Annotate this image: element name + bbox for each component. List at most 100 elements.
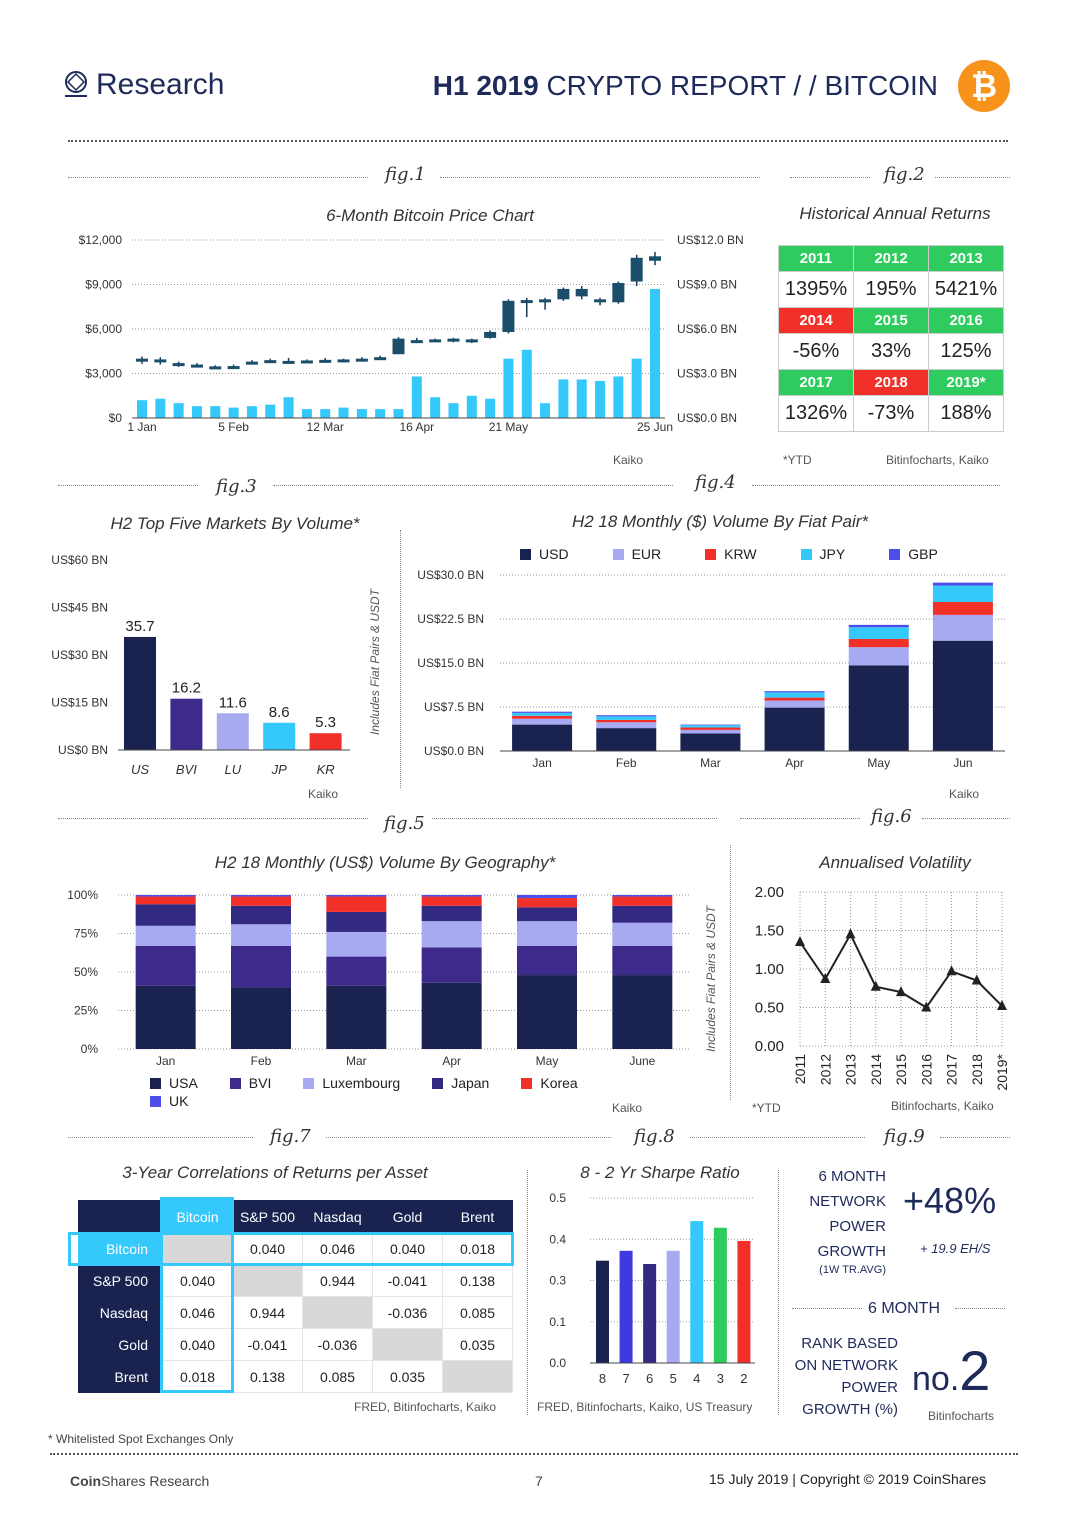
fig3-left-rule bbox=[58, 485, 198, 486]
volume-bar bbox=[265, 404, 276, 418]
bitcoin-icon: ₿ bbox=[958, 60, 1010, 112]
corr-cell: 0.138 bbox=[442, 1264, 513, 1297]
y-tick-label: US$22.5 BN bbox=[417, 612, 484, 626]
y-tick-label: 2.00 bbox=[755, 884, 784, 901]
volume-bar bbox=[246, 406, 257, 418]
candle-body bbox=[319, 359, 332, 363]
stack-segment bbox=[848, 627, 909, 639]
x-tick-label: 2011 bbox=[792, 1054, 808, 1084]
candle-body bbox=[502, 300, 515, 332]
rank-number: 2 bbox=[959, 1339, 991, 1402]
stack-segment bbox=[135, 945, 196, 986]
fig5-chart: 0% 25% 50% 75% 100% Jan Feb Mar Apr May June bbox=[67, 888, 690, 1068]
label1-line4: GROWTH bbox=[817, 1243, 886, 1260]
fig7-right-rule bbox=[326, 1137, 611, 1138]
legend-swatch bbox=[229, 1078, 241, 1089]
fig1-label: fig.1 bbox=[385, 164, 426, 185]
stack-segment bbox=[512, 715, 573, 719]
stack-segment bbox=[848, 624, 909, 628]
corr-cell: 0.040 bbox=[162, 1264, 233, 1297]
candle-body bbox=[410, 340, 423, 344]
stack-segment bbox=[932, 601, 993, 615]
stack-segment bbox=[231, 905, 291, 925]
stack-segment bbox=[326, 895, 387, 897]
fig2-title: Historical Annual Returns bbox=[799, 204, 991, 223]
market-bar bbox=[170, 698, 203, 750]
market-bar bbox=[263, 722, 296, 750]
corr-cell bbox=[372, 1328, 443, 1361]
candle-body bbox=[355, 358, 368, 362]
return-value-cell: -56% bbox=[778, 333, 854, 370]
fig3-right-rule bbox=[273, 485, 673, 486]
return-year-cell: 2012 bbox=[853, 245, 929, 272]
returns-year-row: 2014 2015 2016 bbox=[778, 307, 1004, 334]
corr-cell bbox=[232, 1264, 303, 1297]
fig3-chart: US$0 BN US$15 BN US$30 BN US$45 BN US$60 BN 3… bbox=[51, 553, 350, 777]
stack-segment bbox=[596, 715, 657, 717]
legend-item: JPY bbox=[800, 546, 845, 562]
corr-column-header: Nasdaq bbox=[302, 1200, 373, 1233]
fig4-source: Kaiko bbox=[949, 787, 980, 801]
corr-cell: 0.018 bbox=[162, 1360, 233, 1393]
returns-value-row: 1395% 195% 5421% bbox=[778, 271, 1004, 308]
stack-segment bbox=[848, 638, 909, 648]
fig6-left-rule bbox=[740, 818, 860, 819]
candle-body bbox=[447, 338, 460, 342]
x-tick-label: 25 Jun bbox=[637, 420, 673, 434]
candle-body bbox=[484, 331, 497, 338]
stack-segment bbox=[231, 896, 291, 906]
corr-cell: 0.035 bbox=[372, 1360, 443, 1393]
candle-body bbox=[154, 359, 167, 363]
fig9-heading2: 6 MONTH bbox=[868, 1300, 940, 1317]
y-right-tick-label: US$9.0 BN bbox=[677, 278, 737, 292]
volume-bar bbox=[485, 398, 496, 418]
corr-cell: 0.138 bbox=[232, 1360, 303, 1393]
fig6-right-rule bbox=[922, 818, 1010, 819]
fig8-title: 8 - 2 Yr Sharpe Ratio bbox=[580, 1163, 740, 1182]
sharpe-bar bbox=[690, 1221, 704, 1363]
y-tick-label: 0.3 bbox=[549, 1274, 566, 1288]
volume-bar bbox=[155, 398, 166, 418]
fig4-right-rule bbox=[752, 485, 1000, 486]
report-title: H1 2019 CRYPTO REPORT / / BITCOIN bbox=[433, 70, 938, 102]
corr-column-header: Bitcoin bbox=[162, 1200, 233, 1233]
return-year-cell: 2017 bbox=[778, 369, 854, 396]
x-tick-label: Apr bbox=[442, 1054, 461, 1068]
corr-cell: 0.085 bbox=[302, 1360, 373, 1393]
label1-line3: POWER bbox=[829, 1218, 886, 1235]
label2-line4: GROWTH (%) bbox=[802, 1401, 898, 1418]
fig8-left-rule bbox=[527, 1170, 528, 1415]
fig6-note: *YTD bbox=[752, 1101, 781, 1115]
corr-row-header: Gold bbox=[78, 1328, 163, 1361]
fig1-source: Kaiko bbox=[613, 453, 644, 467]
corr-row: Gold 0.040 -0.041 -0.036 0.035 bbox=[78, 1328, 513, 1361]
legend-label: BVI bbox=[248, 1075, 272, 1091]
corr-cell: 0.040 bbox=[372, 1232, 443, 1265]
legend-swatch bbox=[612, 549, 624, 560]
volume-bar bbox=[375, 409, 386, 418]
footer-brand-bold: Coin bbox=[70, 1473, 102, 1489]
fig5-right-rule bbox=[432, 818, 717, 819]
candle-body bbox=[300, 360, 313, 364]
data-point-marker bbox=[820, 973, 831, 984]
label1-sub: (1W TR.AVG) bbox=[819, 1264, 886, 1276]
network-growth-sub: + 19.9 EH/S bbox=[920, 1241, 991, 1256]
corr-cell: 0.085 bbox=[442, 1296, 513, 1329]
x-tick-label: 2016 bbox=[918, 1054, 934, 1085]
stack-segment bbox=[596, 722, 657, 729]
volume-bar bbox=[631, 358, 642, 418]
footer-divider bbox=[50, 1453, 1018, 1455]
corr-cell: 0.046 bbox=[162, 1296, 233, 1329]
x-tick-label: May bbox=[536, 1054, 559, 1068]
x-tick-label: US bbox=[131, 762, 149, 777]
y-left-tick-label: $6,000 bbox=[85, 322, 122, 336]
data-point-marker bbox=[971, 974, 982, 985]
returns-year-row: 2011 2012 2013 bbox=[778, 245, 1004, 272]
fig8-chart: 0.0 0.1 0.3 0.4 0.5 8 7 6 5 4 3 2 bbox=[549, 1191, 755, 1386]
volume-bar bbox=[338, 407, 349, 418]
legend-label: Korea bbox=[540, 1075, 578, 1091]
corr-cell: -0.041 bbox=[372, 1264, 443, 1297]
x-tick-label: 2017 bbox=[944, 1054, 960, 1085]
fig7-label: fig.7 bbox=[270, 1126, 311, 1147]
label1-line2: NETWORK bbox=[809, 1193, 886, 1210]
